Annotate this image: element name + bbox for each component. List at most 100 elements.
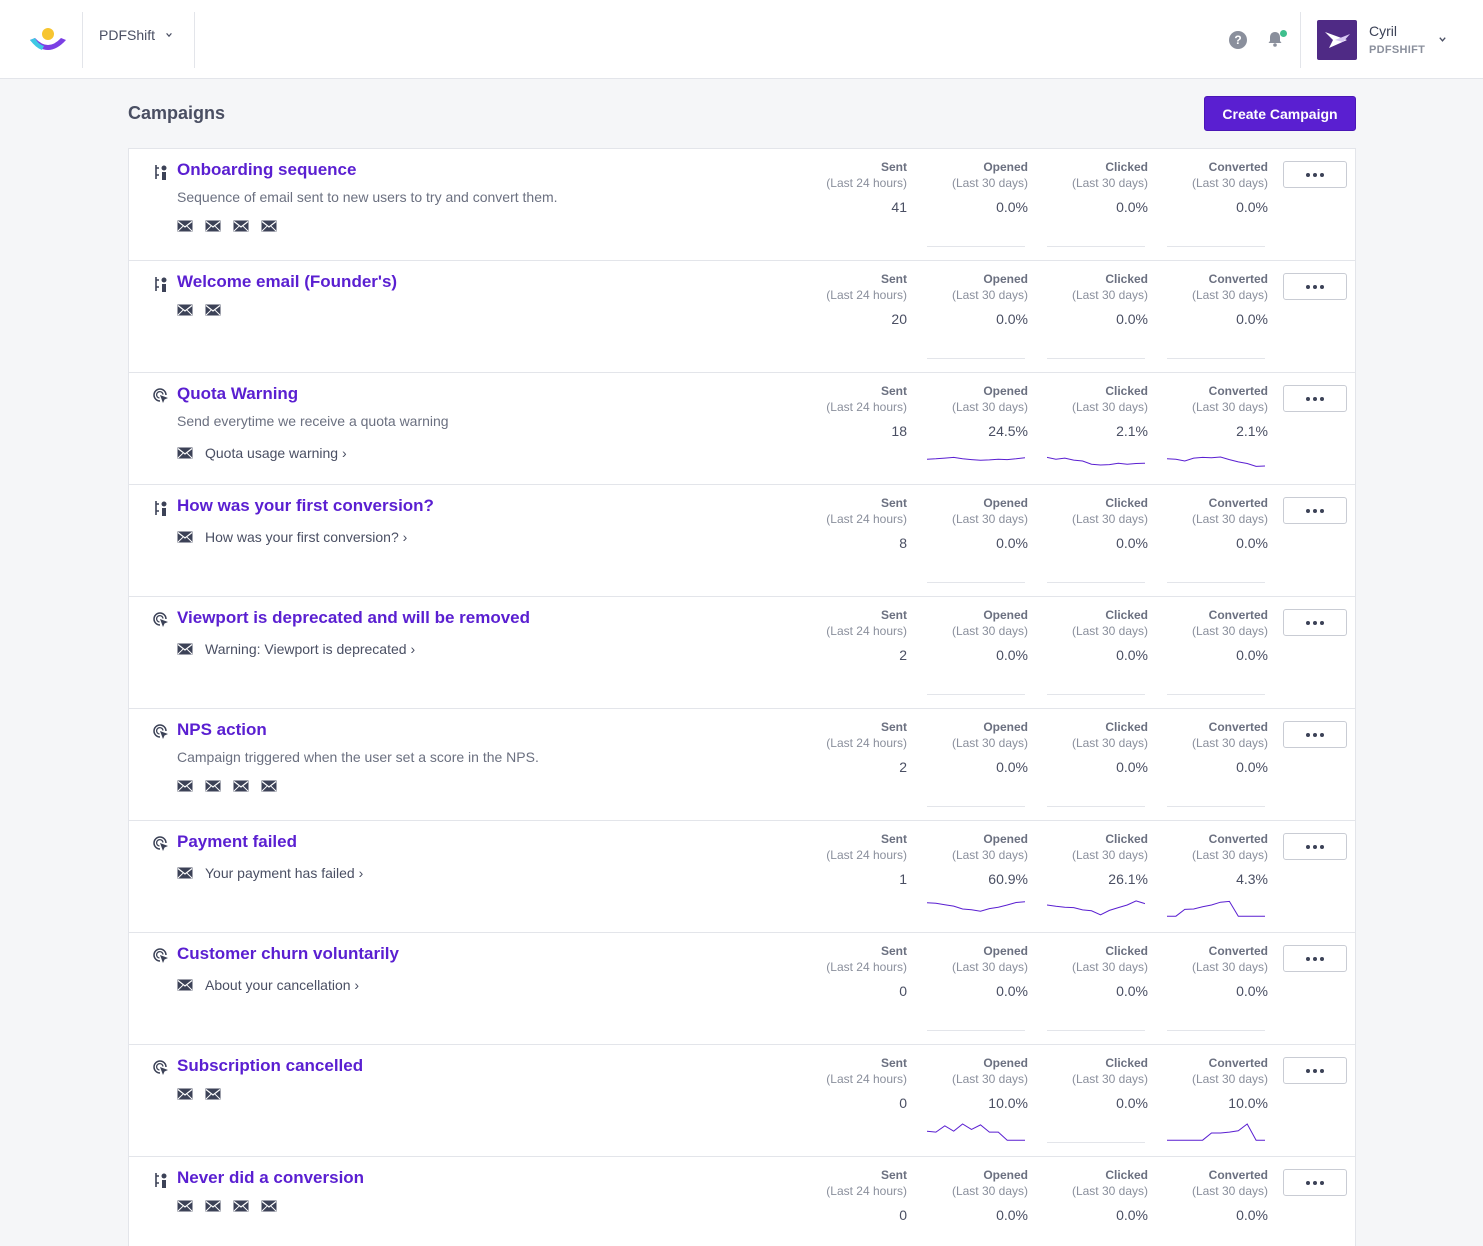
stat-clicked: Clicked (Last 30 days) 0.0% [1038,1055,1148,1112]
ellipsis-dot [1306,844,1310,849]
trigger-icon [153,724,168,739]
chevron-down-icon[interactable] [1438,35,1447,44]
stat-period: (Last 30 days) [1191,176,1268,190]
campaign-title[interactable]: Payment failed [177,832,297,851]
stat-converted: Converted (Last 30 days) 10.0% [1158,1055,1268,1112]
page-title: Campaigns [128,103,226,123]
email-icon[interactable] [177,220,193,232]
trend-sparkline [1167,358,1265,359]
stat-period: (Last 30 days) [1071,1072,1148,1086]
trend-sparkline [1047,1235,1145,1246]
stat-value: 0.0% [1116,647,1148,663]
email-icon[interactable] [177,979,193,991]
campaign-title[interactable]: How was your first conversion? [177,496,434,515]
app-logo-icon[interactable] [28,24,68,56]
stat-value: 0.0% [1236,1207,1268,1223]
stat-sent: Sent (Last 24 hours) 8 [797,495,907,552]
campaign-title[interactable]: Viewport is deprecated and will be remov… [177,608,531,627]
stat-label: Sent [880,384,907,398]
email-icon[interactable] [177,643,193,655]
stat-converted: Converted (Last 30 days) 2.1% [1158,383,1268,440]
ellipsis-dot [1313,508,1317,513]
campaign-row: Quota Warning Send everytime we receive a… [129,373,1355,485]
email-link[interactable]: Warning: Viewport is deprecated › [205,641,416,657]
stat-period: (Last 30 days) [1071,848,1148,862]
more-options-button[interactable] [1283,497,1347,524]
sparkline-line [1167,1123,1265,1141]
email-icon[interactable] [205,1088,221,1100]
stat-value: 8 [899,535,907,551]
email-icon[interactable] [177,304,193,316]
stat-converted: Converted (Last 30 days) 0.0% [1158,607,1268,664]
user-name[interactable]: Cyril [1369,23,1397,39]
more-options-button[interactable] [1283,161,1347,188]
campaign-title[interactable]: NPS action [177,720,267,739]
email-icon[interactable] [233,1200,249,1212]
avatar[interactable] [1317,20,1357,60]
more-options-button[interactable] [1283,1169,1347,1196]
sequence-icon [155,501,167,516]
stat-label: Clicked [1105,160,1148,174]
email-icon[interactable] [233,220,249,232]
campaign-title[interactable]: Welcome email (Founder's) [177,272,398,291]
stat-converted: Converted (Last 30 days) 0.0% [1158,271,1268,328]
stat-label: Converted [1208,720,1268,734]
more-options-button[interactable] [1283,609,1347,636]
more-options-button[interactable] [1283,721,1347,748]
email-icon[interactable] [233,780,249,792]
email-icon[interactable] [177,447,193,459]
more-options-button[interactable] [1283,833,1347,860]
email-icon[interactable] [205,1200,221,1212]
more-options-button[interactable] [1283,385,1347,412]
email-icon[interactable] [205,780,221,792]
stat-label: Opened [983,720,1028,734]
trend-sparkline [1047,582,1145,583]
campaign-title[interactable]: Quota Warning [177,384,299,403]
stat-value: 0.0% [1116,199,1148,215]
email-icon[interactable] [177,1088,193,1100]
workspace-switcher[interactable]: PDFShift [99,27,173,43]
trend-sparkline [1047,806,1145,807]
more-options-button[interactable] [1283,1057,1347,1084]
stat-converted: Converted (Last 30 days) 0.0% [1158,1167,1268,1224]
campaign-row: Viewport is deprecated and will be remov… [129,597,1355,709]
email-icon[interactable] [205,304,221,316]
email-icon[interactable] [205,220,221,232]
stat-label: Sent [880,1056,907,1070]
campaign-title[interactable]: Onboarding sequence [177,160,357,179]
email-icon[interactable] [177,1200,193,1212]
ellipsis-dot [1306,172,1310,177]
email-icon[interactable] [261,780,277,792]
stat-period: (Last 24 hours) [826,1072,907,1086]
stat-label: Sent [880,1168,907,1182]
create-campaign-button[interactable]: Create Campaign [1204,96,1356,131]
email-icon[interactable] [177,867,193,879]
stat-value: 0.0% [1236,311,1268,327]
campaign-title[interactable]: Subscription cancelled [177,1056,364,1075]
more-options-button[interactable] [1283,273,1347,300]
stat-label: Converted [1208,496,1268,510]
email-link[interactable]: Your payment has failed › [205,865,364,881]
stat-opened: Opened (Last 30 days) 60.9% [918,831,1028,888]
email-icon[interactable] [261,220,277,232]
trend-sparkline [1167,456,1265,467]
campaign-title[interactable]: Customer churn voluntarily [177,944,399,963]
email-link[interactable]: Quota usage warning › [205,445,347,461]
email-icon[interactable] [177,780,193,792]
ellipsis-dot [1306,1180,1310,1185]
email-icon[interactable] [177,531,193,543]
campaign-list: Onboarding sequence Sequence of email sen… [128,148,1356,1246]
stat-period: (Last 24 hours) [826,288,907,302]
stat-sent: Sent (Last 24 hours) 20 [797,271,907,328]
trend-sparkline [1167,1123,1265,1141]
email-icon[interactable] [261,1200,277,1212]
more-options-button[interactable] [1283,945,1347,972]
campaign-title[interactable]: Never did a conversion [177,1168,365,1187]
stat-label: Opened [983,496,1028,510]
stat-value: 0.0% [996,535,1028,551]
stat-period: (Last 24 hours) [826,400,907,414]
question-circle-icon[interactable]: ? [1229,31,1247,49]
bell-icon[interactable] [1265,29,1285,49]
email-link[interactable]: How was your first conversion? › [205,529,408,545]
email-link[interactable]: About your cancellation › [205,977,360,993]
